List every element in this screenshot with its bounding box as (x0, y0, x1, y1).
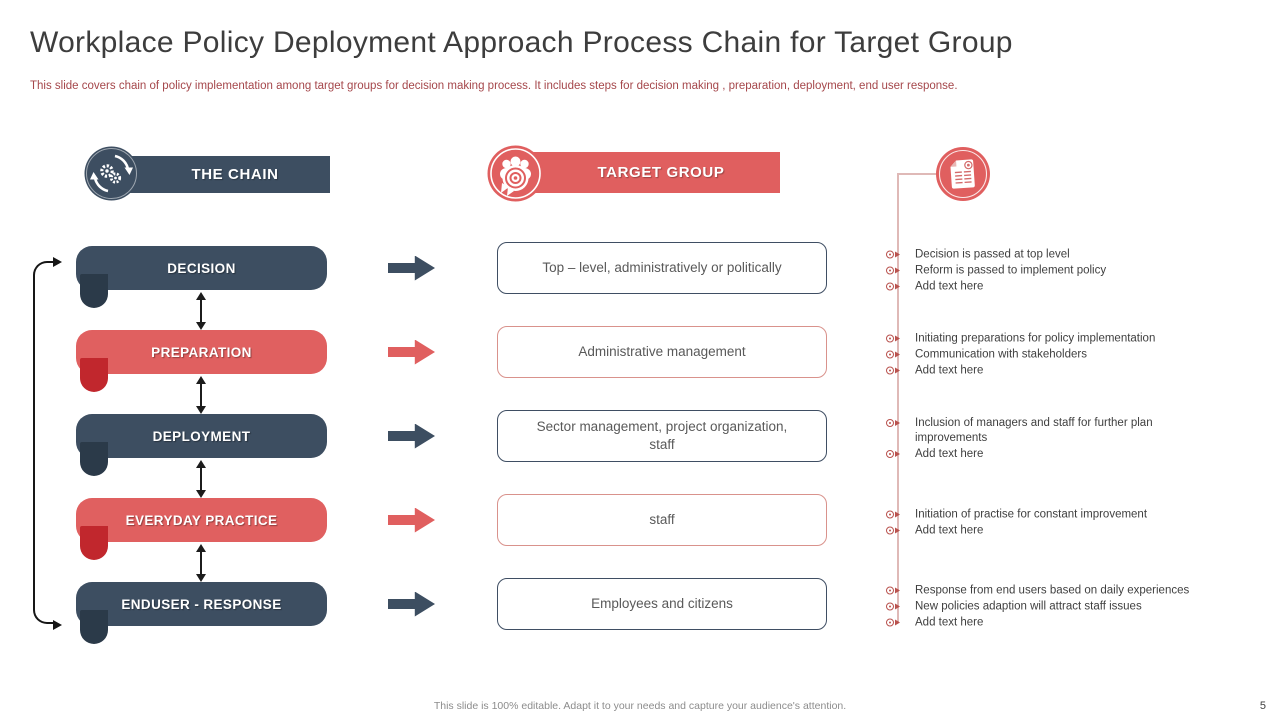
circle-arrow-bullet-icon (886, 618, 903, 627)
footer-note: This slide is 100% editable. Adapt it to… (433, 700, 847, 712)
notes-list-deployment: Inclusion of managers and staff for furt… (886, 416, 1278, 462)
subtitle: This slide covers chain of policy implem… (30, 80, 958, 92)
note-text: Communication with stakeholders (915, 348, 1087, 361)
flow-arrow-icon (388, 423, 435, 449)
notes-list-decision: Decision is passed at top level Reform i… (886, 248, 1278, 295)
circle-arrow-bullet-icon (886, 366, 903, 375)
chain-header-label: THE CHAIN (191, 166, 279, 183)
ribbon-fold (80, 358, 108, 392)
list-item: Initiation of practise for constant impr… (886, 508, 1278, 523)
target-box-label: Top – level, administratively or politic… (542, 260, 782, 276)
notes-list-preparation: Initiating preparations for policy imple… (886, 332, 1278, 379)
chain-step-everyday-practice: EVERYDAY PRACTICE (76, 498, 327, 560)
circle-arrow-bullet-icon (886, 419, 903, 427)
target-group-header-label: TARGET GROUP (597, 164, 725, 181)
page-number: 5 (1259, 700, 1266, 712)
people-target-icon (487, 145, 544, 202)
note-text: Add text here (915, 364, 984, 377)
circle-arrow-bullet-icon (886, 510, 903, 519)
notes-connector-vertical (897, 174, 899, 623)
notes-connector-horizontal (897, 173, 938, 175)
list-item: Initiating preparations for policy imple… (886, 332, 1278, 347)
flow-arrow-icon (388, 255, 435, 281)
note-text: Reform is passed to implement policy (915, 264, 1107, 277)
note-text: Add text here (915, 616, 984, 629)
double-arrow-icon (196, 544, 206, 582)
gears-cycle-icon (84, 146, 139, 201)
note-text: Add text here (915, 280, 984, 293)
ribbon-fold (80, 442, 108, 476)
chain-step-label: DEPLOYMENT (152, 428, 251, 444)
ribbon-fold (80, 610, 108, 644)
target-box-administrative-management: Administrative management (497, 326, 827, 378)
target-box-label: Sector management, project organization,… (536, 419, 788, 452)
list-item: Communication with stakeholders (886, 348, 1278, 363)
note-text: Add text here (915, 448, 984, 460)
list-item: Inclusion of managers and staff for furt… (886, 416, 1278, 446)
circle-arrow-bullet-icon (886, 282, 903, 291)
target-box-staff: staff (497, 494, 827, 546)
list-item: Response from end users based on daily e… (886, 584, 1278, 599)
circle-arrow-bullet-icon (886, 350, 903, 359)
ribbon-fold (80, 526, 108, 560)
notes-list-everyday-practice: Initiation of practise for constant impr… (886, 508, 1278, 539)
note-text: Initiation of practise for constant impr… (915, 508, 1148, 521)
chain-step-enduser-response: ENDUSER - RESPONSE (76, 582, 327, 644)
list-item: Add text here (886, 616, 1278, 631)
loop-arrowhead-bottom-icon (53, 620, 62, 630)
flow-arrow-icon (388, 591, 435, 617)
circle-arrow-bullet-icon (886, 266, 903, 275)
circle-arrow-bullet-icon (886, 250, 903, 259)
double-arrow-icon (196, 376, 206, 414)
circle-arrow-bullet-icon (886, 334, 903, 343)
page-title: Workplace Policy Deployment Approach Pro… (30, 26, 1013, 59)
chain-step-preparation: PREPARATION (76, 330, 327, 392)
list-item: Add text here (886, 364, 1278, 379)
list-item: Add text here (886, 280, 1278, 295)
note-text: New policies adaption will attract staff… (915, 600, 1142, 613)
circle-arrow-bullet-icon (886, 602, 903, 611)
target-box-top-level: Top – level, administratively or politic… (497, 242, 827, 294)
ribbon-fold (80, 274, 108, 308)
circle-arrow-bullet-icon (886, 526, 903, 535)
chain-step-decision: DECISION (76, 246, 327, 308)
circle-arrow-bullet-icon (886, 450, 903, 458)
chain-step-label: EVERYDAY PRACTICE (125, 512, 278, 528)
list-item: Decision is passed at top level (886, 248, 1278, 263)
feedback-loop-arrow (33, 261, 55, 624)
chain-step-label: DECISION (167, 260, 236, 276)
target-group-header: TARGET GROUP (512, 152, 780, 193)
chain-header: THE CHAIN (110, 156, 330, 193)
note-text: Inclusion of managers and staff for furt… (915, 417, 1153, 444)
note-text: Add text here (915, 524, 984, 537)
note-text: Response from end users based on daily e… (915, 584, 1190, 597)
chain-step-label: ENDUSER - RESPONSE (121, 596, 282, 612)
flow-arrow-icon (388, 507, 435, 533)
list-item: Add text here (886, 447, 1278, 462)
target-box-employees-citizens: Employees and citizens (497, 578, 827, 630)
target-box-label: Employees and citizens (591, 596, 733, 612)
list-item: Add text here (886, 524, 1278, 539)
chain-step-deployment: DEPLOYMENT (76, 414, 327, 476)
double-arrow-icon (196, 460, 206, 498)
target-box-sector-management: Sector management, project organization,… (497, 410, 827, 462)
loop-arrowhead-top-icon (53, 257, 62, 267)
double-arrow-icon (196, 292, 206, 330)
note-text: Decision is passed at top level (915, 248, 1070, 261)
list-item: Reform is passed to implement policy (886, 264, 1278, 279)
target-box-label: Administrative management (578, 344, 746, 360)
chain-step-label: PREPARATION (151, 344, 252, 360)
target-box-label: staff (649, 512, 675, 528)
list-item: New policies adaption will attract staff… (886, 600, 1278, 615)
document-icon (936, 147, 990, 201)
circle-arrow-bullet-icon (886, 586, 903, 595)
note-text: Initiating preparations for policy imple… (915, 332, 1156, 345)
flow-arrow-icon (388, 339, 435, 365)
notes-list-enduser-response: Response from end users based on daily e… (886, 584, 1278, 631)
